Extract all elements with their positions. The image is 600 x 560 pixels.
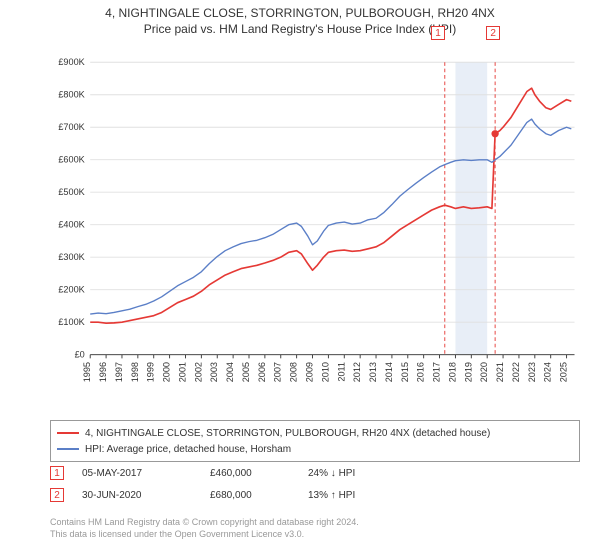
svg-text:2018: 2018 <box>447 362 457 382</box>
svg-text:£800K: £800K <box>58 89 84 99</box>
svg-text:2024: 2024 <box>543 362 553 382</box>
svg-text:2006: 2006 <box>257 362 267 382</box>
event-row: 2 30-JUN-2020 £680,000 13% ↑ HPI <box>50 484 580 506</box>
event-date: 05-MAY-2017 <box>82 468 192 479</box>
svg-text:£0: £0 <box>75 349 85 359</box>
svg-text:£500K: £500K <box>58 187 84 197</box>
svg-text:2010: 2010 <box>320 362 330 382</box>
svg-text:1995: 1995 <box>82 362 92 382</box>
svg-text:£900K: £900K <box>58 57 84 67</box>
event-relative: 13% ↑ HPI <box>308 490 408 501</box>
legend-label: 4, NIGHTINGALE CLOSE, STORRINGTON, PULBO… <box>85 428 490 439</box>
legend-swatch <box>57 448 79 450</box>
svg-text:2011: 2011 <box>336 362 346 382</box>
svg-text:2025: 2025 <box>559 362 569 382</box>
svg-text:2023: 2023 <box>527 362 537 382</box>
legend-box: 4, NIGHTINGALE CLOSE, STORRINGTON, PULBO… <box>50 420 580 462</box>
chart-container: 4, NIGHTINGALE CLOSE, STORRINGTON, PULBO… <box>0 0 600 560</box>
svg-text:2017: 2017 <box>432 362 442 382</box>
event-rel-suffix: HPI <box>339 468 356 479</box>
marker-badge-1: 1 <box>431 26 445 40</box>
svg-text:2003: 2003 <box>209 362 219 382</box>
title-main: 4, NIGHTINGALE CLOSE, STORRINGTON, PULBO… <box>0 6 600 20</box>
svg-text:2002: 2002 <box>193 362 203 382</box>
svg-text:2004: 2004 <box>225 362 235 382</box>
svg-text:£700K: £700K <box>58 122 84 132</box>
chart-area: £0 £100K £200K £300K £400K £500K £600K £700K £80… <box>50 44 580 404</box>
title-block: 4, NIGHTINGALE CLOSE, STORRINGTON, PULBO… <box>0 0 600 36</box>
arrow-up-icon: ↑ <box>331 490 336 501</box>
event-badge: 2 <box>50 488 64 502</box>
svg-text:2015: 2015 <box>400 362 410 382</box>
event-rel-pct: 13% <box>308 490 328 501</box>
event-badge: 1 <box>50 466 64 480</box>
svg-text:1997: 1997 <box>114 362 124 382</box>
legend-swatch <box>57 432 79 434</box>
svg-text:2001: 2001 <box>177 362 187 382</box>
svg-text:1999: 1999 <box>146 362 156 382</box>
svg-text:1996: 1996 <box>98 362 108 382</box>
svg-text:2016: 2016 <box>416 362 426 382</box>
legend-label: HPI: Average price, detached house, Hors… <box>85 444 291 455</box>
chart-svg: £0 £100K £200K £300K £400K £500K £600K £700K £80… <box>50 44 580 404</box>
event-price: £680,000 <box>210 490 290 501</box>
marker-badge-2: 2 <box>486 26 500 40</box>
arrow-down-icon: ↓ <box>331 468 336 479</box>
svg-text:2007: 2007 <box>273 362 283 382</box>
svg-text:2012: 2012 <box>352 362 362 382</box>
event-rel-pct: 24% <box>308 468 328 479</box>
svg-text:2013: 2013 <box>368 362 378 382</box>
svg-text:2020: 2020 <box>479 362 489 382</box>
svg-text:£300K: £300K <box>58 252 84 262</box>
title-sub: Price paid vs. HM Land Registry's House … <box>0 22 600 36</box>
event-price: £460,000 <box>210 468 290 479</box>
svg-text:2005: 2005 <box>241 362 251 382</box>
event-relative: 24% ↓ HPI <box>308 468 408 479</box>
legend-row: HPI: Average price, detached house, Hors… <box>57 441 573 457</box>
legend-row: 4, NIGHTINGALE CLOSE, STORRINGTON, PULBO… <box>57 425 573 441</box>
attribution-line: Contains HM Land Registry data © Crown c… <box>50 516 580 528</box>
svg-text:2014: 2014 <box>384 362 394 382</box>
svg-text:£100K: £100K <box>58 317 84 327</box>
event-row: 1 05-MAY-2017 £460,000 24% ↓ HPI <box>50 462 580 484</box>
svg-text:£400K: £400K <box>58 219 84 229</box>
svg-text:2019: 2019 <box>463 362 473 382</box>
events-block: 1 05-MAY-2017 £460,000 24% ↓ HPI 2 30-JU… <box>50 462 580 506</box>
svg-text:2008: 2008 <box>289 362 299 382</box>
attribution-line: This data is licensed under the Open Gov… <box>50 528 580 540</box>
event-date: 30-JUN-2020 <box>82 490 192 501</box>
svg-text:2009: 2009 <box>305 362 315 382</box>
svg-text:£200K: £200K <box>58 284 84 294</box>
svg-text:£600K: £600K <box>58 154 84 164</box>
svg-text:2000: 2000 <box>162 362 172 382</box>
svg-text:1998: 1998 <box>130 362 140 382</box>
event-rel-suffix: HPI <box>339 490 356 501</box>
attribution: Contains HM Land Registry data © Crown c… <box>50 516 580 540</box>
svg-text:2021: 2021 <box>495 362 505 382</box>
svg-text:2022: 2022 <box>511 362 521 382</box>
